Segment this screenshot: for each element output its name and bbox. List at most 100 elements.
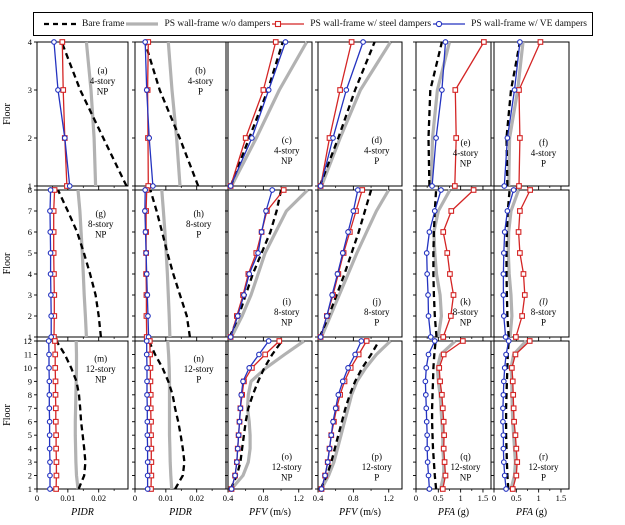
series-steel [149, 340, 152, 490]
marker-square [520, 271, 527, 277]
series-ve [144, 41, 154, 187]
series-wo [73, 340, 80, 490]
subplot-label-c-line3: NP [281, 156, 293, 166]
marker-circle [500, 313, 507, 319]
series-bare [432, 189, 438, 338]
marker-circle [343, 87, 350, 93]
marker-square [460, 338, 466, 344]
series-ve [426, 189, 442, 338]
marker-square [262, 351, 268, 358]
marker-circle [423, 418, 430, 425]
subplot-label-j-line1: (j) [373, 297, 382, 307]
marker-circle [433, 135, 439, 141]
marker-circle [142, 187, 149, 193]
marker-square [517, 250, 523, 256]
x-tick-label: 0 [35, 493, 39, 503]
marker-circle [47, 271, 54, 277]
marker-square [440, 445, 447, 452]
series-ve [320, 340, 362, 490]
marker-square [513, 334, 519, 340]
series-ve [144, 189, 150, 338]
marker-square [437, 378, 443, 385]
marker-square [516, 87, 522, 93]
marker-square [52, 391, 59, 398]
subplot-label-a-line2: 4-story [90, 76, 116, 86]
marker-circle [246, 271, 253, 277]
y-tick-label: 10 [24, 363, 33, 373]
marker-circle [235, 432, 242, 439]
series-wo [320, 41, 392, 187]
marker-circle [47, 187, 54, 193]
y-tick-label: 7 [28, 403, 32, 413]
series-ve [48, 340, 51, 489]
y-tick-label: 12 [24, 336, 33, 346]
subplot-label-f-line3: P [541, 159, 546, 169]
marker-square [52, 338, 58, 344]
subplot-label-n-line2: 12-story [184, 364, 214, 374]
subplot-label-f-line2: 4-story [531, 148, 557, 158]
marker-square [60, 87, 67, 93]
series-wo [506, 189, 521, 338]
x-tick-label: 0.4 [313, 493, 324, 503]
marker-circle [238, 391, 245, 398]
marker-circle [500, 418, 506, 425]
marker-circle [47, 486, 53, 492]
subplot-label-q-line1: (q) [460, 451, 471, 461]
plot-frame [227, 41, 313, 187]
legend-sample-bare [44, 22, 76, 26]
marker-circle [55, 87, 61, 93]
marker-circle [144, 459, 151, 465]
marker-circle [233, 459, 240, 465]
legend-item-wo: PS wall-frame w/o dampers [124, 18, 270, 30]
marker-circle [144, 472, 151, 479]
marker-circle [61, 135, 68, 141]
series-ve [230, 340, 270, 490]
marker-square [53, 472, 60, 479]
marker-square [52, 418, 59, 425]
subplot-label-f-line1: (f) [539, 138, 548, 148]
series-bare [505, 41, 522, 187]
marker-circle [424, 459, 431, 465]
series-bare [149, 189, 192, 338]
y-tick-label: 11 [24, 349, 32, 359]
marker-circle [500, 378, 507, 385]
marker-circle [144, 432, 151, 439]
y-tick-label: 4 [28, 37, 33, 47]
marker-square [448, 208, 455, 214]
marker-circle [422, 391, 429, 398]
marker-circle [425, 292, 431, 298]
marker-square [521, 292, 528, 298]
marker-square [527, 187, 534, 193]
subplot-label-o-line2: 12-story [272, 462, 302, 472]
subplot-label-l-line2: 8-story [531, 307, 557, 317]
subplot-label-e-line1: (e) [461, 138, 471, 148]
marker-circle [241, 292, 247, 298]
y-axis-title-row1: Floor [2, 102, 13, 124]
marker-circle [228, 486, 235, 492]
marker-square [510, 391, 517, 398]
marker-circle [46, 418, 53, 425]
x-tick-label: 1 [537, 493, 541, 503]
marker-circle [227, 183, 234, 189]
marker-circle [423, 405, 430, 412]
series-steel [230, 41, 277, 187]
marker-circle [143, 87, 150, 93]
series-steel [442, 189, 475, 338]
marker-circle [240, 378, 246, 385]
marker-circle [424, 271, 431, 277]
marker-square [481, 39, 487, 45]
x-tick-label: 0.5 [433, 493, 444, 503]
marker-circle [511, 87, 518, 93]
series-wo [84, 41, 98, 187]
marker-circle [500, 250, 507, 256]
marker-square [348, 39, 355, 45]
series-ve [230, 189, 273, 338]
marker-circle [143, 338, 150, 344]
marker-square [52, 405, 59, 412]
